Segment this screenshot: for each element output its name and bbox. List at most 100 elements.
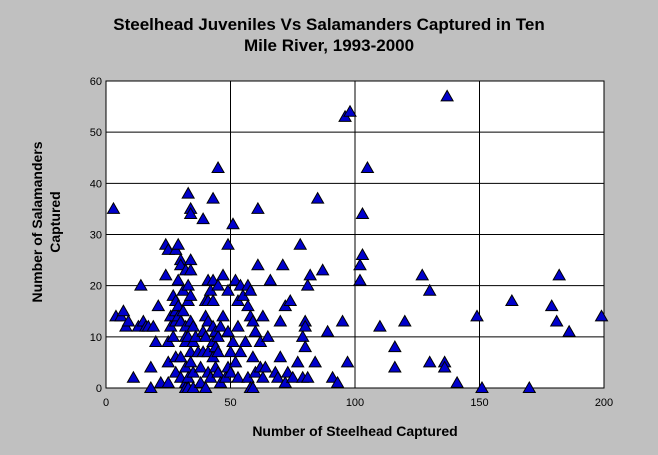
data-point [549,314,564,327]
data-point [221,237,235,250]
data-point [360,160,375,173]
data-point [173,350,188,363]
data-point [251,258,265,271]
data-point [505,294,519,307]
data-point [355,247,370,260]
data-point [226,217,240,230]
data-point [270,370,285,383]
data-point [181,278,196,291]
data-point [151,299,166,312]
data-point [226,334,240,347]
data-point [158,268,173,281]
data-point [353,273,367,286]
data-point [196,212,210,225]
data-point [310,191,325,204]
data-point [330,375,345,388]
data-point [415,268,430,281]
data-point [216,309,230,322]
data-point [211,160,225,173]
data-point [295,329,310,342]
y-tick-label: 10 [90,332,102,344]
data-point [256,370,270,383]
data-point [106,201,121,214]
data-point [223,345,238,358]
data-point [148,334,163,347]
data-point [198,329,213,342]
data-point [243,283,258,296]
x-axis-title: Number of Steelhead Captured [252,423,457,439]
data-point [183,288,198,301]
data-point [143,380,158,393]
data-point [300,278,315,291]
data-point [211,329,225,342]
data-point [176,304,191,317]
data-point [373,319,387,332]
data-point [293,237,308,250]
y-tick-label: 0 [96,383,102,395]
y-axis-title-line-2: Captured [47,191,63,252]
data-point [437,360,452,373]
data-point [231,319,245,332]
data-point [353,258,367,271]
tick-labels: 0 10 20 30 40 50 60 0 50 100 150 200 [90,76,613,409]
data-point [171,273,186,286]
data-point [355,207,370,220]
data-point [275,258,290,271]
x-tick-label: 200 [595,397,613,409]
data-point [133,278,148,291]
data-point [300,370,315,383]
data-point [166,329,181,342]
data-point [233,345,248,358]
data-point [335,314,350,327]
data-point [241,299,255,312]
x-tick-label: 100 [346,397,364,409]
data-point [193,360,208,373]
data-point [186,319,201,332]
data-point [206,294,220,307]
data-point [183,207,198,220]
data-point [450,375,464,388]
y-axis-title-line-1: Number of Salamanders [29,141,45,302]
y-axis-title: Number of Salamanders Captured [29,141,63,302]
data-point [263,273,278,286]
data-point [121,314,136,327]
x-tick-label: 150 [470,397,488,409]
data-point [440,89,454,102]
data-point [552,268,567,281]
data-point [161,375,176,388]
data-point [171,237,186,250]
data-point [198,380,213,393]
data-point [206,191,220,204]
y-tick-label: 30 [90,230,102,242]
data-point [181,186,196,199]
data-point [213,319,228,332]
data-point [387,340,402,353]
data-point [258,360,273,373]
data-point [231,370,245,383]
chart-title: Steelhead Juveniles Vs Salamanders Captu… [0,14,658,56]
data-point [422,283,437,296]
data-point [116,304,131,317]
chart-title-line-2: Mile River, 1993-2000 [243,36,415,55]
y-tick-label: 50 [90,127,102,139]
data-point [298,340,313,353]
data-point [397,314,412,327]
data-point [183,355,198,368]
data-point [343,104,357,117]
data-point [183,263,198,276]
data-point [273,314,288,327]
data-point [216,268,230,281]
data-point [211,365,225,378]
data-point [562,324,577,337]
data-point [146,319,161,332]
data-point [221,324,235,337]
data-point [228,355,243,368]
data-point [290,355,305,368]
data-point [283,294,298,307]
data-point [246,380,260,393]
data-point [273,350,288,363]
data-point [308,355,323,368]
data-point [285,370,300,383]
data-point [211,345,225,358]
